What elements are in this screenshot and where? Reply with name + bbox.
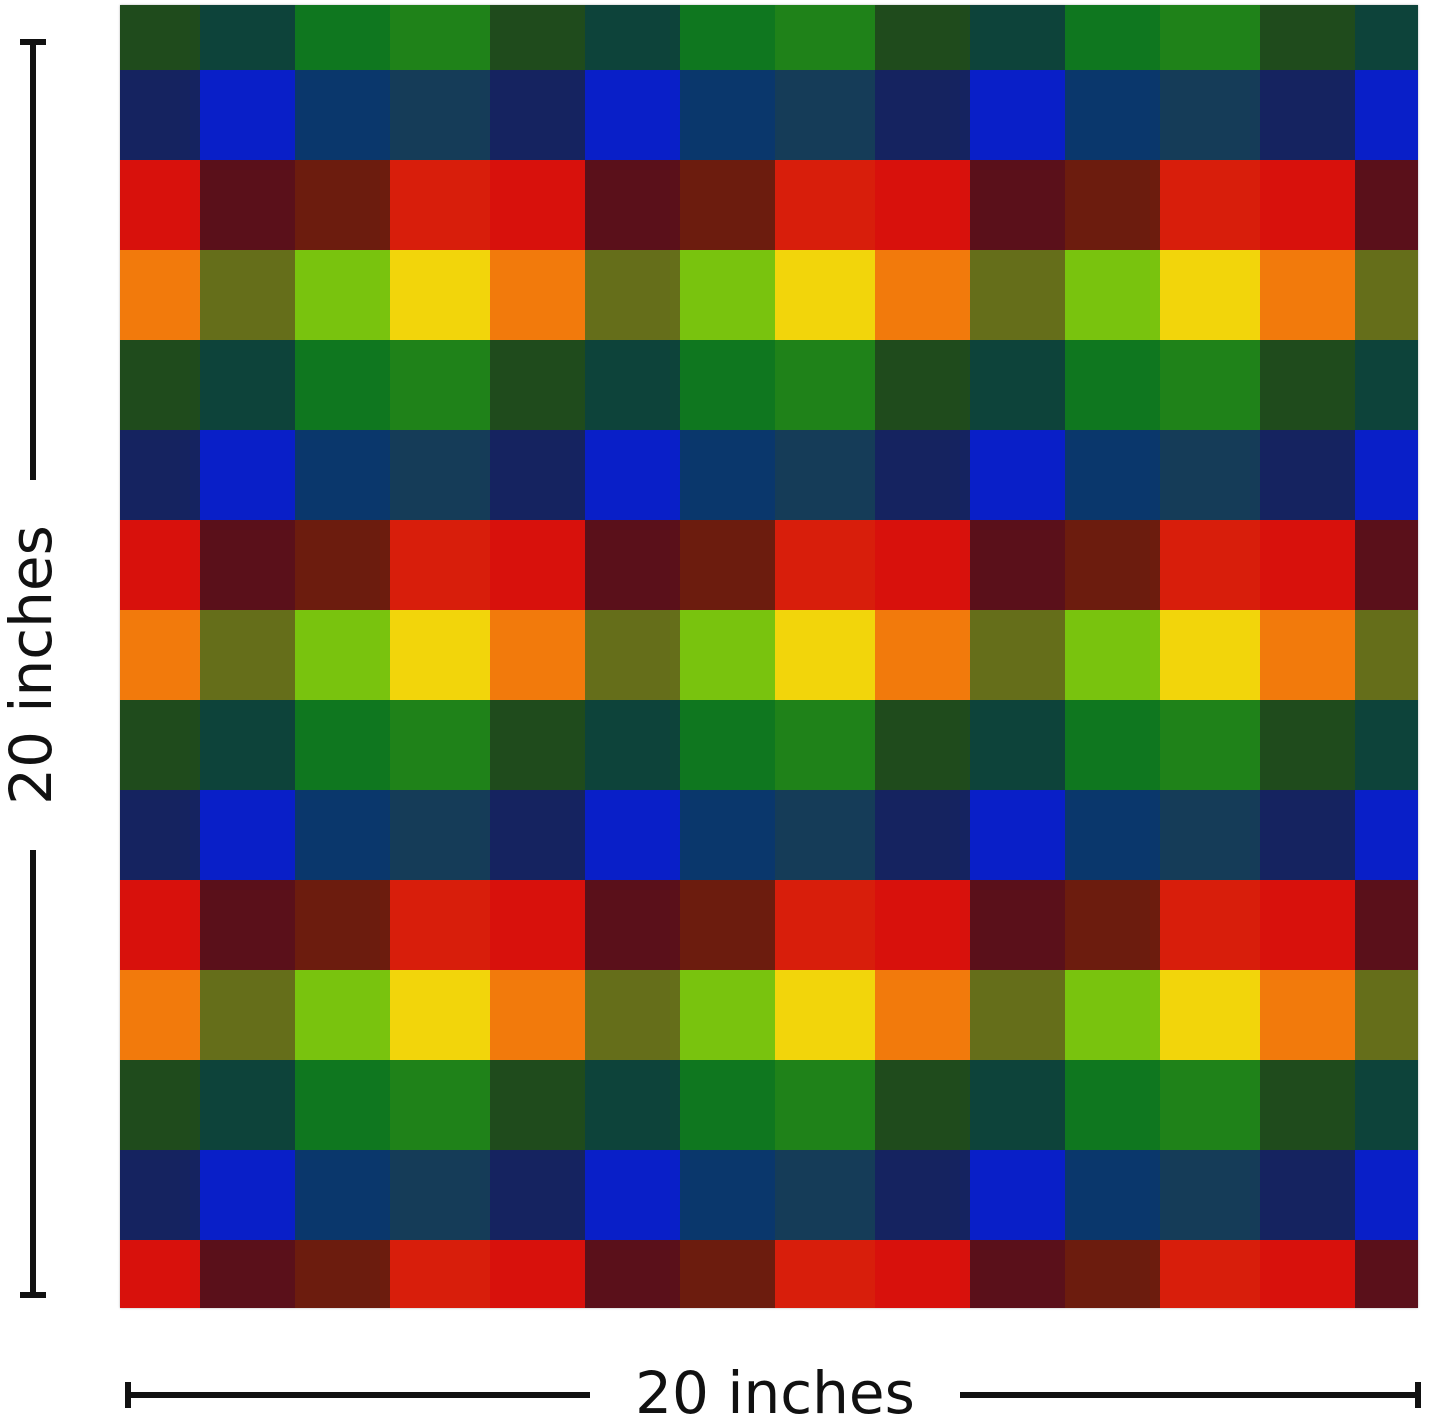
height-label: 20 inches xyxy=(0,525,65,805)
width-label: 20 inches xyxy=(635,1359,915,1427)
label-gap xyxy=(590,1365,960,1427)
label-gap xyxy=(8,480,60,850)
napkin-photo xyxy=(120,5,1418,1308)
